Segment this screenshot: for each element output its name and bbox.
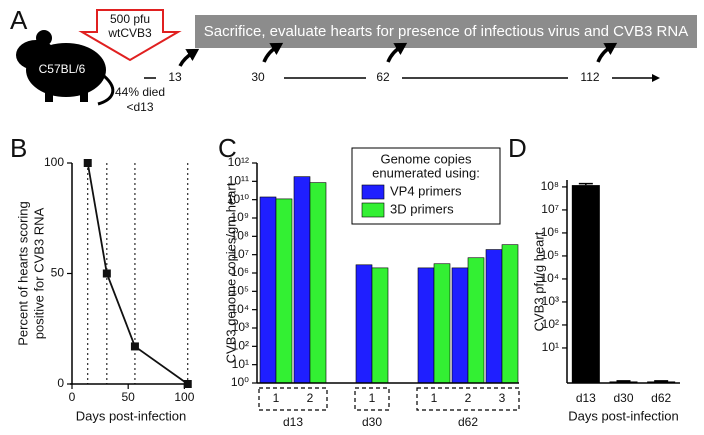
virus-label: wtCVB3 [107,26,152,40]
y-tick-label: 10⁷ [541,202,559,216]
bar [293,176,311,384]
y-tick-label: 100 [44,155,64,169]
group-bracket [258,387,328,411]
y-tick-label: 10⁰ [231,375,249,389]
bar [485,249,503,384]
x-axis-label: Days post-infection [76,408,187,423]
y-tick-label: 10³ [232,320,249,334]
bar [467,257,485,384]
y-tick-label: 10⁶ [231,265,249,279]
x-tick-label: d30 [613,391,633,405]
y-tick-label: 10¹² [228,155,249,169]
x-tick-label: 3 [499,391,506,405]
bar [371,267,389,384]
data-point [102,269,111,278]
timepoint: 13 [168,70,182,84]
x-tick-label: 100 [174,390,194,404]
panel-a: A C57BL/6 500 pfu wtCVB3 44% died <d13 S… [10,5,697,114]
bar [309,182,327,384]
y-tick-label: 50 [51,266,65,280]
error-bar [616,380,631,382]
y-tick-label: 0 [57,376,64,390]
panel-label: B [10,133,27,163]
y-tick-label: 10¹¹ [228,174,249,188]
legend-title: Genome copies [380,151,472,166]
banner [195,15,697,48]
mortality-time: <d13 [126,100,153,114]
y-tick-label: 10⁴ [540,271,559,285]
data-point [83,159,92,167]
banner-text: Sacrifice, evaluate hearts for presence … [204,23,688,40]
y-tick-label: 10⁸ [541,179,559,193]
y-tick-label: 10⁴ [230,302,249,316]
x-tick-label: 1 [273,391,280,405]
x-tick-label: 2 [307,391,314,405]
data-line [86,162,189,385]
bar [571,185,600,383]
mouse-icon [16,30,115,106]
bar [451,267,469,384]
timepoint: 30 [251,70,265,84]
y-tick-label: 10³ [542,294,559,308]
y-tick-label: 10⁹ [231,210,250,224]
bar [417,267,435,384]
legend-swatch [361,202,385,218]
y-axis-label: positive for CVB3 RNA [31,207,46,339]
y-tick-label: 10² [232,339,249,353]
timepoint: 112 [580,70,599,84]
y-tick-label: 10² [542,317,559,331]
dose-label: 500 pfu [110,12,150,26]
y-tick-label: 10⁵ [541,248,559,262]
panel-label: D [508,133,527,163]
inoculation-arrow [78,9,182,62]
legend-label: VP4 primers [390,183,462,198]
y-tick-label: 10⁷ [231,247,249,261]
bar [433,263,451,384]
group-bracket [416,387,520,411]
sacrifice-arrows [178,42,618,67]
bar [275,198,293,384]
y-axis-label: CVB3 pfu/g heart [531,231,546,331]
x-tick-label: 1 [431,391,438,405]
x-tick-label: d62 [651,391,671,405]
group-bracket [354,387,390,411]
data-point [130,342,139,351]
mortality-label: 44% died [115,85,165,99]
bar [501,244,519,384]
group-label: d30 [362,415,382,429]
y-axis-label: CVB3 genome copies/gm heart [223,182,238,363]
y-tick-label: 10⁸ [231,229,249,243]
y-tick-label: 10¹ [542,340,559,354]
x-tick-label: 0 [69,390,76,404]
timepoint: 62 [376,70,390,84]
y-tick-label: 10⁶ [541,225,559,239]
bar [609,381,638,383]
y-axis-label: Percent of hearts scoring [15,201,30,346]
data-point [183,380,192,388]
strain-label: C57BL/6 [39,62,86,76]
panel-label: C [218,133,237,163]
legend-label: 3D primers [390,201,454,216]
legend-title: enumerated using: [372,165,480,180]
legend-swatch [361,184,385,200]
group-label: d62 [458,415,478,429]
group-label: d13 [283,415,303,429]
y-tick-label: 10¹⁰ [227,192,249,206]
bar [259,196,277,384]
x-tick-label: 2 [465,391,472,405]
bar [355,264,373,384]
error-bar [654,380,669,382]
bar [647,381,676,383]
y-tick-label: 10⁵ [231,284,249,298]
x-axis-label: Days post-infection [568,408,679,423]
panel-label: A [10,5,28,35]
x-tick-label: d13 [576,391,596,405]
error-bar [578,182,593,186]
x-tick-label: 1 [369,391,376,405]
y-tick-label: 10¹ [232,357,249,371]
x-tick-label: 50 [122,390,136,404]
